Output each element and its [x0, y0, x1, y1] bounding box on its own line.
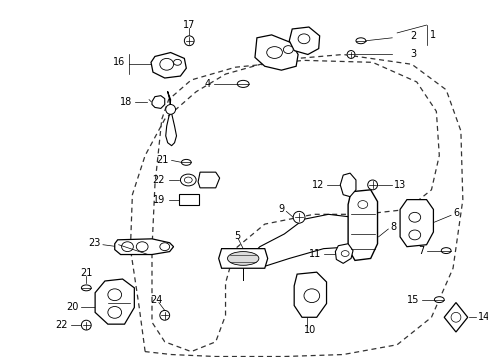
Ellipse shape: [266, 47, 282, 58]
Text: 6: 6: [452, 208, 458, 219]
Text: 10: 10: [303, 325, 315, 335]
Ellipse shape: [180, 174, 196, 186]
Ellipse shape: [341, 251, 348, 256]
Text: 17: 17: [183, 20, 195, 30]
Text: 15: 15: [407, 294, 419, 305]
Text: 22: 22: [152, 175, 164, 185]
Ellipse shape: [283, 46, 293, 54]
Ellipse shape: [450, 312, 460, 322]
Polygon shape: [95, 279, 134, 324]
Ellipse shape: [304, 289, 319, 302]
Ellipse shape: [367, 180, 377, 190]
Ellipse shape: [160, 58, 173, 70]
Text: 16: 16: [113, 57, 125, 67]
Text: 12: 12: [311, 180, 324, 190]
Text: 1: 1: [428, 30, 435, 40]
Ellipse shape: [81, 285, 91, 291]
Ellipse shape: [408, 212, 420, 222]
Text: 14: 14: [477, 312, 488, 322]
Ellipse shape: [81, 320, 91, 330]
Polygon shape: [347, 190, 377, 260]
Ellipse shape: [408, 230, 420, 240]
Ellipse shape: [173, 59, 181, 65]
Ellipse shape: [122, 242, 133, 252]
Text: 18: 18: [120, 96, 132, 107]
Polygon shape: [115, 239, 173, 255]
Text: 11: 11: [309, 248, 321, 258]
Polygon shape: [151, 53, 186, 78]
Text: 21: 21: [156, 156, 168, 165]
Text: 8: 8: [389, 222, 396, 232]
Ellipse shape: [227, 252, 258, 265]
Text: 4: 4: [204, 79, 210, 89]
Polygon shape: [399, 199, 432, 247]
Polygon shape: [198, 172, 219, 188]
Ellipse shape: [298, 34, 309, 44]
Ellipse shape: [433, 297, 443, 302]
Ellipse shape: [346, 50, 354, 58]
Ellipse shape: [357, 201, 367, 208]
Text: 13: 13: [393, 180, 406, 190]
Ellipse shape: [237, 80, 248, 87]
Polygon shape: [335, 244, 352, 264]
Ellipse shape: [160, 243, 169, 251]
Ellipse shape: [181, 159, 191, 165]
Bar: [179, 194, 199, 206]
Polygon shape: [289, 27, 319, 54]
Polygon shape: [340, 173, 355, 197]
Text: 24: 24: [150, 294, 163, 305]
Text: 23: 23: [88, 238, 101, 248]
Ellipse shape: [160, 310, 169, 320]
Polygon shape: [152, 96, 164, 108]
Polygon shape: [294, 272, 326, 317]
Ellipse shape: [108, 306, 122, 318]
Ellipse shape: [293, 211, 305, 223]
Ellipse shape: [184, 36, 194, 46]
Ellipse shape: [136, 242, 148, 252]
Ellipse shape: [165, 104, 175, 114]
Text: 5: 5: [234, 231, 240, 241]
Ellipse shape: [108, 289, 122, 301]
Ellipse shape: [440, 248, 450, 253]
Text: 9: 9: [278, 204, 284, 215]
Text: 21: 21: [80, 268, 92, 278]
Polygon shape: [218, 249, 267, 268]
Text: 3: 3: [409, 49, 415, 59]
Text: 22: 22: [55, 320, 67, 330]
Text: 19: 19: [152, 195, 164, 204]
Polygon shape: [443, 302, 467, 332]
Polygon shape: [254, 35, 298, 70]
Text: 20: 20: [66, 302, 78, 312]
Ellipse shape: [355, 38, 365, 44]
Text: 2: 2: [409, 31, 415, 41]
Text: 7: 7: [418, 246, 424, 256]
Ellipse shape: [184, 177, 192, 183]
